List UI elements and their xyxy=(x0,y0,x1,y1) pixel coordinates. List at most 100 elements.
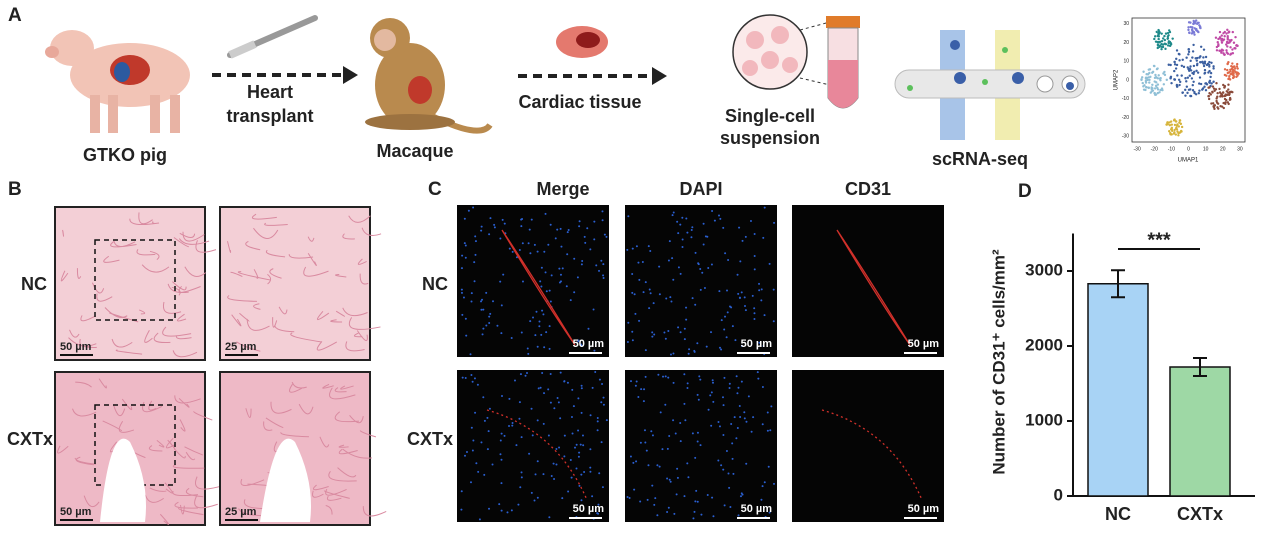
nucleus-dot xyxy=(760,299,763,302)
nucleus-dot xyxy=(530,218,533,221)
umap-dot xyxy=(1189,88,1192,91)
nucleus-dot xyxy=(534,473,537,476)
nucleus-dot xyxy=(683,495,686,498)
nucleus-dot xyxy=(602,396,605,399)
tissue-fiber xyxy=(111,338,133,348)
nucleus-dot xyxy=(559,227,562,230)
y-tick-label: 2000 xyxy=(1025,335,1063,354)
umap-dot xyxy=(1175,57,1178,61)
nucleus-dot xyxy=(676,220,679,223)
tissue-fiber xyxy=(162,326,192,337)
nucleus-dot xyxy=(600,401,603,404)
tissue-fiber xyxy=(349,415,364,424)
nucleus-dot xyxy=(710,391,713,394)
umap-dot xyxy=(1171,37,1174,40)
nucleus-dot xyxy=(702,222,705,225)
nucleus-dot xyxy=(699,378,702,381)
tissue-fiber xyxy=(172,464,205,469)
umap-dot xyxy=(1184,94,1187,97)
umap-dot xyxy=(1231,68,1235,72)
umap-dot xyxy=(1216,91,1219,95)
umap-dot xyxy=(1234,47,1237,50)
nucleus-dot xyxy=(693,510,696,513)
umap-dot xyxy=(1156,88,1160,91)
nucleus-dot xyxy=(592,308,595,311)
nucleus-dot xyxy=(699,444,702,447)
nucleus-dot xyxy=(460,291,463,294)
nucleus-dot xyxy=(672,211,675,214)
umap-dot xyxy=(1144,77,1148,80)
nucleus-dot xyxy=(602,276,605,279)
nucleus-dot xyxy=(664,403,667,406)
umap-dot xyxy=(1230,90,1233,94)
tissue-fiber xyxy=(83,495,100,508)
panel-label: A xyxy=(8,5,22,26)
tissue-fiber xyxy=(172,350,198,358)
umap-dot xyxy=(1154,84,1158,88)
nucleus-dot xyxy=(518,417,521,420)
nucleus-dot xyxy=(600,259,603,262)
umap-dot xyxy=(1217,107,1220,110)
nucleus-dot xyxy=(593,220,596,223)
bar xyxy=(1169,366,1231,497)
umap-dot xyxy=(1175,84,1179,87)
umap-dot xyxy=(1166,31,1170,35)
nucleus-dot xyxy=(631,330,634,333)
nucleus-dot xyxy=(664,337,667,340)
nucleus-dot xyxy=(697,398,700,401)
nucleus-dot xyxy=(628,497,631,500)
nucleus-dot xyxy=(467,209,470,212)
umap-dot xyxy=(1208,65,1211,68)
nucleus-dot xyxy=(486,416,489,419)
nucleus-dot xyxy=(470,374,473,377)
umap-dot xyxy=(1147,68,1150,71)
nucleus-dot xyxy=(584,241,587,244)
nucleus-dot xyxy=(596,416,599,419)
nucleus-dot xyxy=(694,500,697,503)
umap-dot xyxy=(1174,120,1178,123)
nucleus-dot xyxy=(597,503,600,506)
y-tick-label: 0 xyxy=(1054,485,1063,504)
nucleus-dot xyxy=(480,229,483,232)
nucleus-dot xyxy=(464,256,467,259)
nucleus-dot xyxy=(735,375,738,378)
umap-dot xyxy=(1214,88,1218,91)
nucleus-dot xyxy=(578,451,581,454)
umap-dot xyxy=(1191,50,1195,53)
umap-dot xyxy=(1203,71,1207,74)
step-label: GTKO pig xyxy=(83,145,167,165)
umap-dot xyxy=(1156,91,1159,95)
tissue-fiber xyxy=(290,332,321,343)
nucleus-dot xyxy=(476,383,479,386)
tissue-fiber xyxy=(245,408,252,418)
tissue-fiber xyxy=(227,295,257,302)
umap-dot xyxy=(1180,64,1184,67)
umap-dot xyxy=(1177,78,1181,81)
nucleus-dot xyxy=(757,377,760,380)
row-label: CXTx xyxy=(7,429,53,449)
nucleus-dot xyxy=(593,349,596,352)
umap-dot xyxy=(1231,48,1234,51)
nucleus-dot xyxy=(474,411,477,414)
tissue-fiber xyxy=(329,387,356,400)
umap-dot xyxy=(1140,76,1144,79)
umap-dot xyxy=(1160,87,1164,90)
tissue-fiber xyxy=(69,329,80,338)
nucleus-dot xyxy=(554,237,557,240)
nucleus-dot xyxy=(679,421,682,424)
umap-tick-label: -20 xyxy=(1151,146,1158,152)
nucleus-dot xyxy=(749,220,752,223)
nucleus-dot xyxy=(530,407,533,410)
nucleus-dot xyxy=(648,307,651,310)
tissue-fiber xyxy=(96,293,113,302)
nucleus-dot xyxy=(753,232,756,235)
umap-dot xyxy=(1170,81,1173,85)
nucleus-dot xyxy=(520,218,523,221)
nucleus-dot xyxy=(540,333,543,336)
row-label: CXTx xyxy=(407,429,453,449)
nucleus-dot xyxy=(679,272,682,275)
tissue-fiber xyxy=(334,387,347,393)
umap-dot xyxy=(1157,34,1160,37)
nucleus-dot xyxy=(687,476,690,479)
umap-dot xyxy=(1224,43,1228,46)
